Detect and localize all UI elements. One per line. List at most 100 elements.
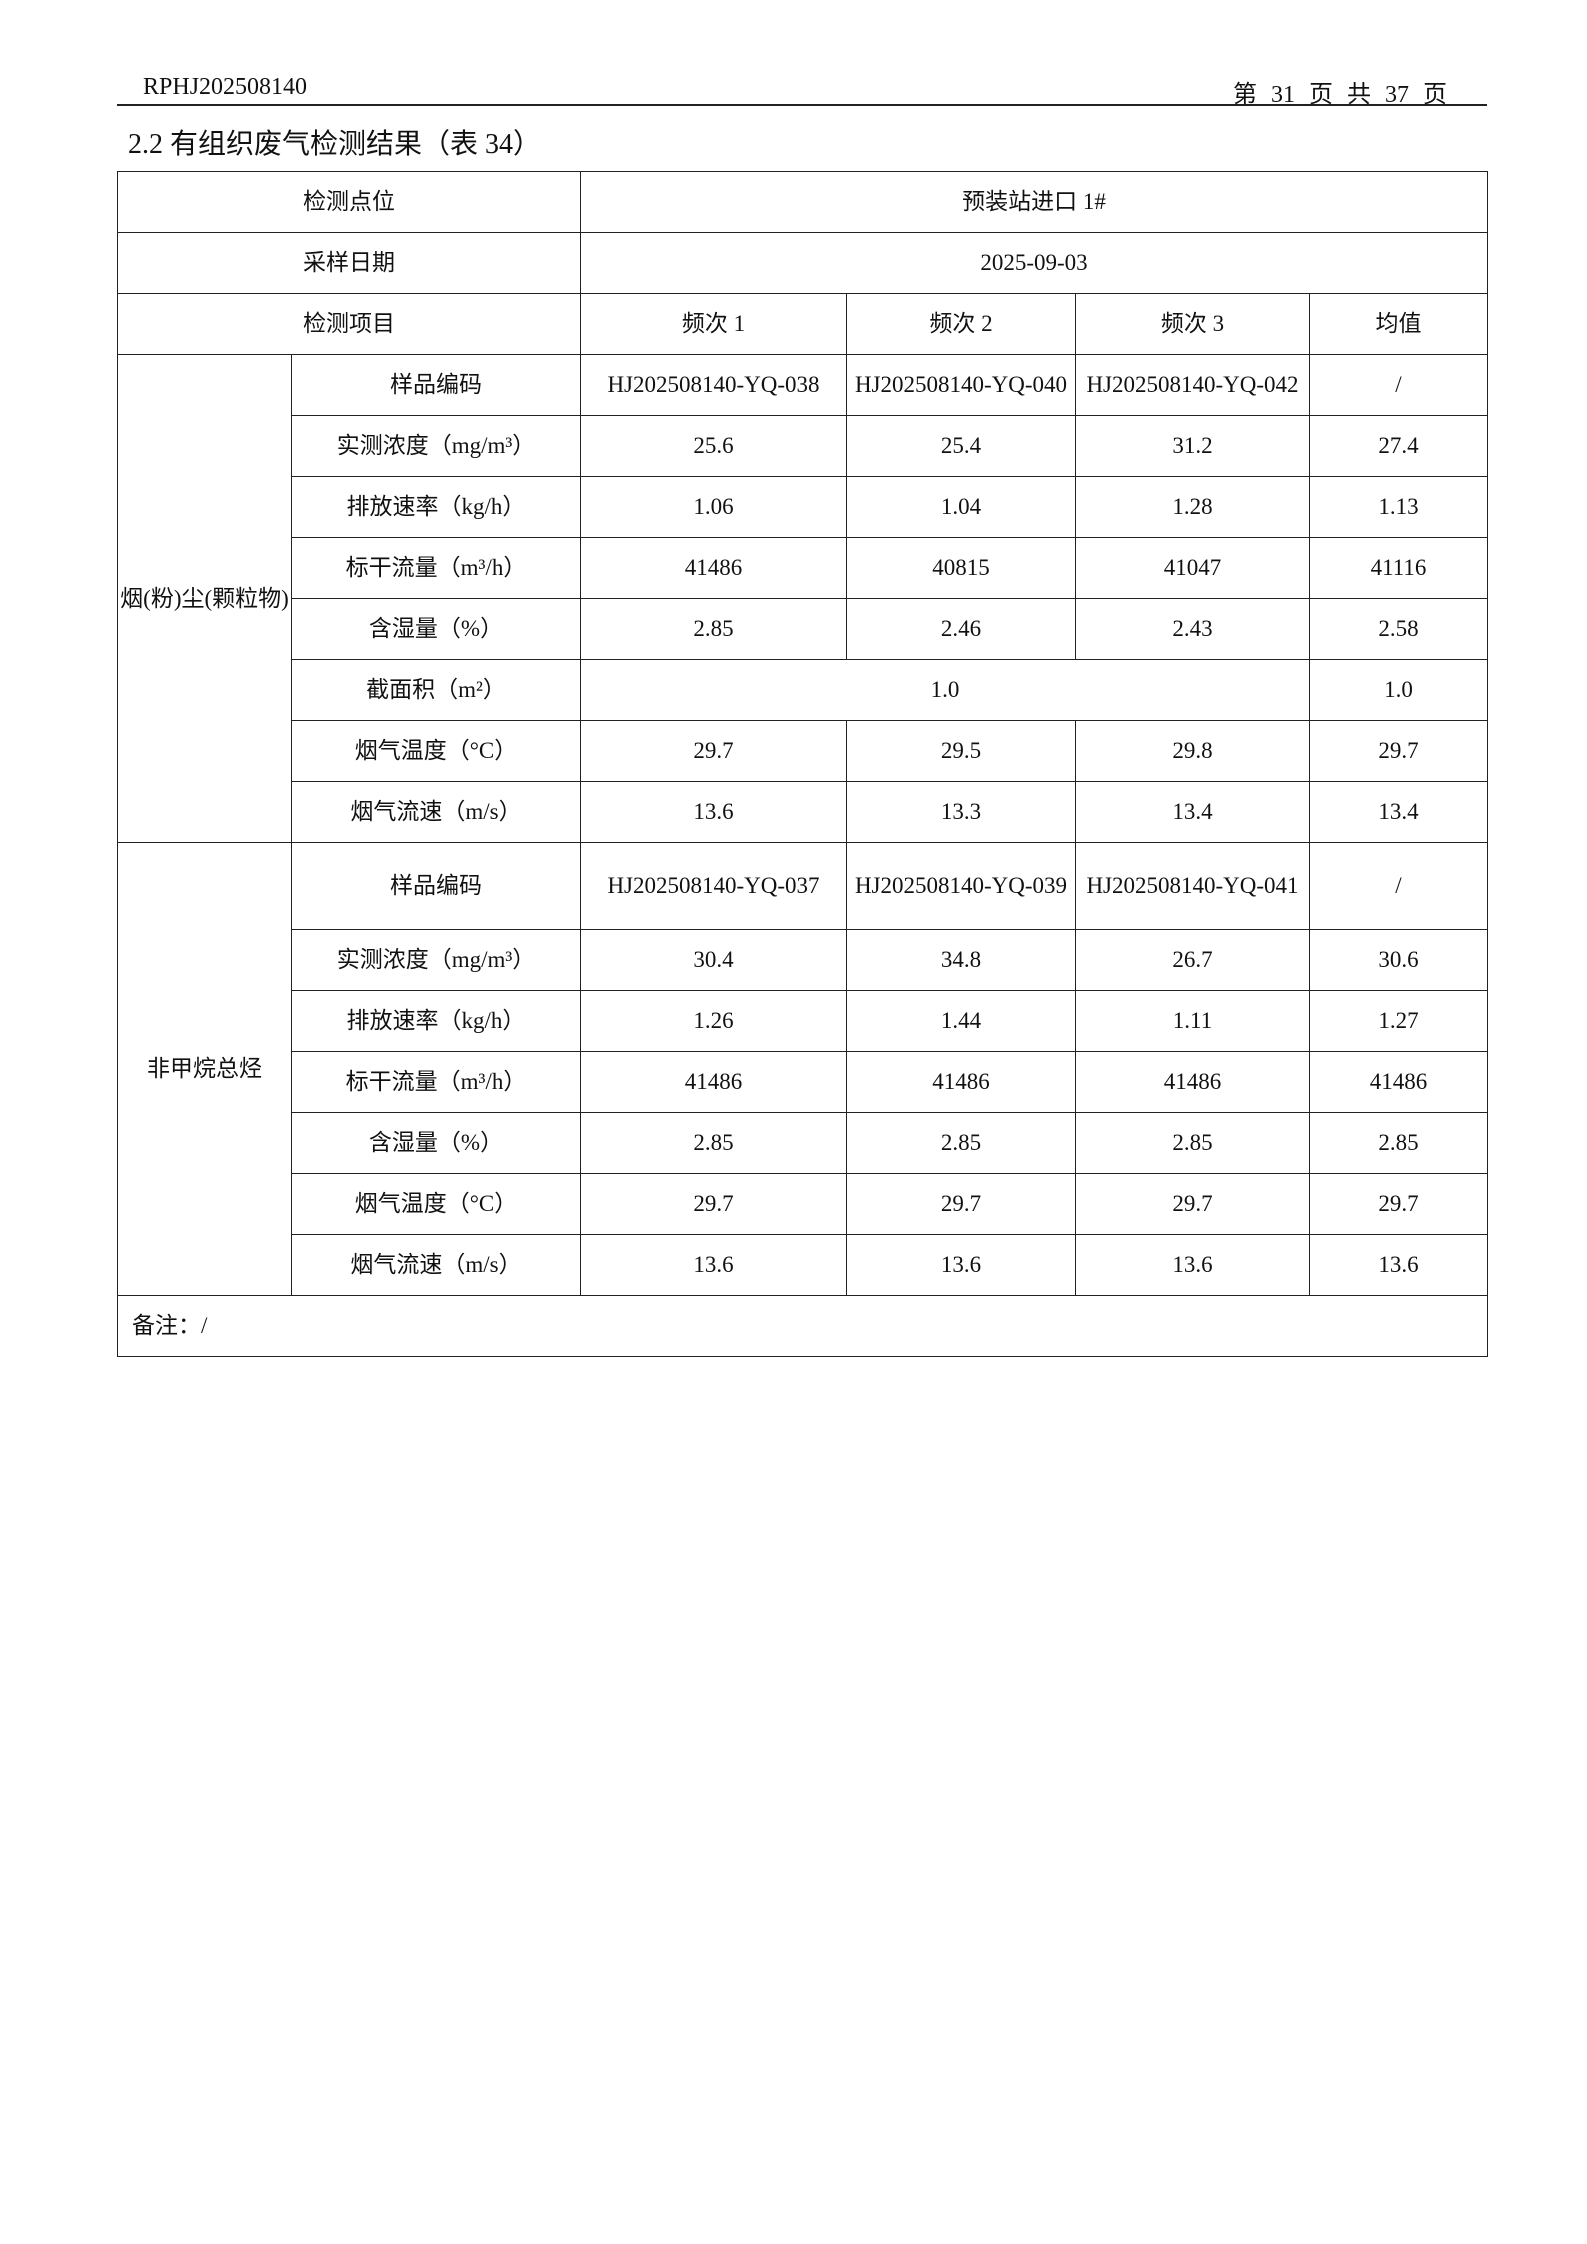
- cell-value: 29.7: [846, 1173, 1076, 1235]
- cell-value: 40815: [846, 537, 1076, 599]
- cell-value: 2.85: [1075, 1112, 1310, 1174]
- parameter-label: 烟气流速（m/s）: [291, 1234, 581, 1296]
- cell-average: 2.85: [1309, 1112, 1488, 1174]
- pollutant-name: 烟(粉)尘(颗粒物): [117, 354, 292, 843]
- cell-value: 2.85: [846, 1112, 1076, 1174]
- parameter-label: 实测浓度（mg/m³）: [291, 415, 581, 477]
- point-value: 预装站进口 1#: [580, 171, 1488, 233]
- cell-value: 26.7: [1075, 929, 1310, 991]
- results-table: 检测点位 预装站进口 1# 采样日期 2025-09-03 检测项目 频次 1 …: [117, 171, 1488, 1357]
- cell-value: HJ202508140-YQ-041: [1075, 842, 1310, 930]
- note: 备注：/: [117, 1295, 1488, 1357]
- cell-value: 29.7: [580, 1173, 847, 1235]
- date-value: 2025-09-03: [580, 232, 1488, 294]
- cell-value: 13.6: [1075, 1234, 1310, 1296]
- cell-value: 1.28: [1075, 476, 1310, 538]
- table-row: 烟气流速（m/s） 13.6 13.3 13.4 13.4: [118, 781, 1488, 843]
- cell-value: 31.2: [1075, 415, 1310, 477]
- cell-average: /: [1309, 354, 1488, 416]
- parameter-label: 实测浓度（mg/m³）: [291, 929, 581, 991]
- section-title: 2.2 有组织废气检测结果（表 34）: [128, 129, 542, 160]
- note-row: 备注：/: [117, 1295, 1488, 1357]
- cell-average: 41116: [1309, 537, 1488, 599]
- parameter-label: 含湿量（%）: [291, 1112, 581, 1174]
- cell-value: 1.0: [580, 659, 1310, 721]
- cell-value: 13.6: [580, 781, 847, 843]
- table-row: 排放速率（kg/h） 1.06 1.04 1.28 1.13: [118, 476, 1488, 538]
- column-header: 频次 2: [846, 293, 1076, 355]
- cell-average: 41486: [1309, 1051, 1488, 1113]
- table-row: 含湿量（%） 2.85 2.46 2.43 2.58: [118, 598, 1488, 660]
- cell-value: 41486: [580, 537, 847, 599]
- cell-value: 29.7: [580, 720, 847, 782]
- cell-value: 41486: [846, 1051, 1076, 1113]
- parameter-label: 排放速率（kg/h）: [291, 476, 581, 538]
- cell-average: 29.7: [1309, 1173, 1488, 1235]
- table-row: 烟气温度（°C） 29.7 29.5 29.8 29.7: [118, 720, 1488, 782]
- cell-value: 1.06: [580, 476, 847, 538]
- table-row: 实测浓度（mg/m³） 30.4 34.8 26.7 30.6: [118, 929, 1488, 991]
- cell-average: 29.7: [1309, 720, 1488, 782]
- cell-value: HJ202508140-YQ-042: [1075, 354, 1310, 416]
- cell-value: 34.8: [846, 929, 1076, 991]
- cell-value: 13.3: [846, 781, 1076, 843]
- cell-value: 29.8: [1075, 720, 1310, 782]
- cell-value: 25.6: [580, 415, 847, 477]
- parameter-label: 截面积（m²）: [291, 659, 581, 721]
- cell-average: 13.4: [1309, 781, 1488, 843]
- cell-value: 29.5: [846, 720, 1076, 782]
- parameter-label: 烟气温度（°C）: [291, 720, 581, 782]
- table-row: 含湿量（%） 2.85 2.85 2.85 2.85: [118, 1112, 1488, 1174]
- parameter-label: 标干流量（m³/h）: [291, 537, 581, 599]
- cell-value: HJ202508140-YQ-038: [580, 354, 847, 416]
- parameter-label: 样品编码: [291, 354, 581, 416]
- cell-value: 30.4: [580, 929, 847, 991]
- parameter-label: 含湿量（%）: [291, 598, 581, 660]
- table-row: 烟(粉)尘(颗粒物) 样品编码 HJ202508140-YQ-038 HJ202508…: [117, 354, 1488, 843]
- table-row: 排放速率（kg/h） 1.26 1.44 1.11 1.27: [118, 990, 1488, 1052]
- cell-average: 1.0: [1309, 659, 1488, 721]
- parameter-label: 排放速率（kg/h）: [291, 990, 581, 1052]
- cell-value: 25.4: [846, 415, 1076, 477]
- cell-value: 2.85: [580, 1112, 847, 1174]
- cell-average: 2.58: [1309, 598, 1488, 660]
- cell-value: 2.85: [580, 598, 847, 660]
- column-header: 频次 1: [580, 293, 847, 355]
- cell-value: 1.11: [1075, 990, 1310, 1052]
- cell-average: 30.6: [1309, 929, 1488, 991]
- cell-value: HJ202508140-YQ-039: [846, 842, 1076, 930]
- table-row: 截面积（m²） 1.0 1.0: [118, 659, 1488, 721]
- table-row: 实测浓度（mg/m³） 25.6 25.4 31.2 27.4: [118, 415, 1488, 477]
- cell-value: 41486: [1075, 1051, 1310, 1113]
- point-label: 检测点位: [117, 171, 581, 233]
- table-row: 采样日期 2025-09-03: [117, 232, 1488, 294]
- cell-value: 41486: [580, 1051, 847, 1113]
- column-header: 均值: [1309, 293, 1488, 355]
- cell-value: 1.44: [846, 990, 1076, 1052]
- cell-value: 41047: [1075, 537, 1310, 599]
- cell-value: HJ202508140-YQ-037: [580, 842, 847, 930]
- parameter-label: 样品编码: [291, 842, 581, 930]
- parameter-label: 烟气流速（m/s）: [291, 781, 581, 843]
- cell-value: 29.7: [1075, 1173, 1310, 1235]
- cell-value: 2.43: [1075, 598, 1310, 660]
- cell-value: 1.04: [846, 476, 1076, 538]
- parameter-label: 烟气温度（°C）: [291, 1173, 581, 1235]
- page-number: 第 31 页 共 37 页: [1233, 82, 1447, 108]
- item-label: 检测项目: [117, 293, 581, 355]
- table-row: 检测点位 预装站进口 1#: [117, 171, 1488, 233]
- cell-value: 13.6: [580, 1234, 847, 1296]
- cell-value: 2.46: [846, 598, 1076, 660]
- table-row: 标干流量（m³/h） 41486 40815 41047 41116: [118, 537, 1488, 599]
- cell-average: 27.4: [1309, 415, 1488, 477]
- report-number: RPHJ202508140: [143, 74, 308, 100]
- cell-value: HJ202508140-YQ-040: [846, 354, 1076, 416]
- table-row: 标干流量（m³/h） 41486 41486 41486 41486: [118, 1051, 1488, 1113]
- cell-average: 1.27: [1309, 990, 1488, 1052]
- table-row: 烟气温度（°C） 29.7 29.7 29.7 29.7: [118, 1173, 1488, 1235]
- column-header: 频次 3: [1075, 293, 1310, 355]
- cell-average: /: [1309, 842, 1488, 930]
- date-label: 采样日期: [117, 232, 581, 294]
- table-row: 非甲烷总烃 样品编码 HJ202508140-YQ-037 HJ202508140-Y…: [117, 842, 1488, 1296]
- pollutant-name: 非甲烷总烃: [117, 842, 292, 1296]
